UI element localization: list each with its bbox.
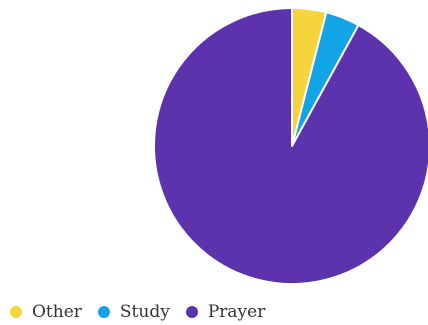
legend-label-prayer: Prayer (207, 302, 266, 322)
legend-item-other[interactable]: Other (10, 302, 82, 322)
pie-slice-prayer[interactable] (153, 7, 428, 285)
legend-label-other: Other (32, 302, 82, 322)
legend: Other Study Prayer (10, 302, 265, 322)
legend-dot-prayer (185, 306, 198, 318)
legend-label-study: Study (119, 302, 170, 322)
legend-item-study[interactable]: Study (97, 302, 170, 322)
legend-dot-study (97, 306, 110, 318)
legend-dot-other (10, 306, 22, 318)
legend-item-prayer[interactable]: Prayer (185, 302, 266, 322)
